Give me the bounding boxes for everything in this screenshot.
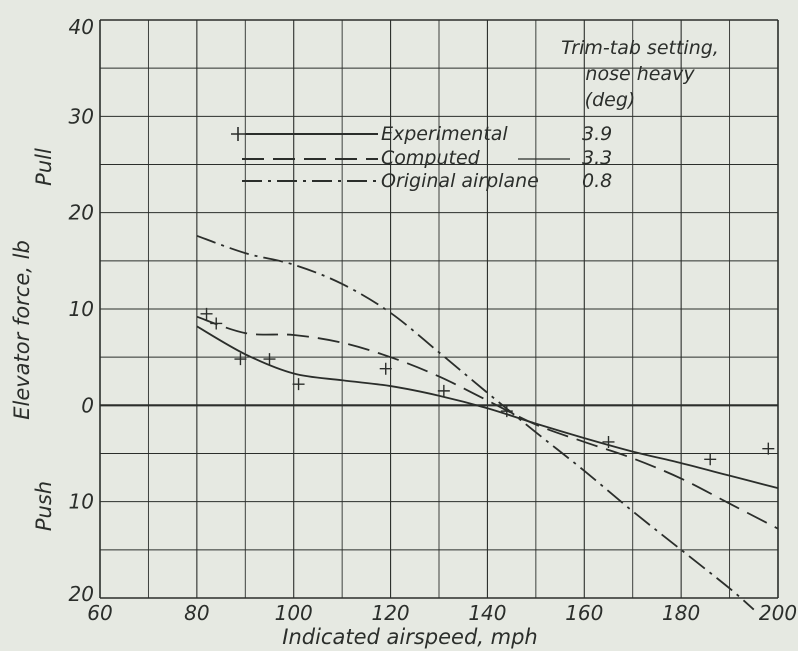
series-lines	[196, 234, 779, 611]
test-point	[762, 442, 775, 455]
legend-setting-computed: 3.3	[582, 147, 612, 169]
test-points	[200, 307, 775, 466]
legend-title-line-1: Trim-tab setting,	[561, 37, 719, 59]
y-tick-label: 10	[69, 490, 94, 514]
legend: Trim-tab setting, nose heavy (deg) Exper…	[231, 37, 719, 192]
legend-setting-experimental: 3.9	[582, 123, 612, 145]
y-tick-label: 20	[69, 201, 94, 225]
test-point	[437, 384, 450, 397]
x-tick-label: 160	[565, 601, 603, 625]
legend-label-computed: Computed	[381, 147, 481, 169]
y-axis-push-label: Push	[32, 481, 56, 531]
y-tick-label: 20	[69, 582, 94, 606]
x-axis-title: Indicated airspeed, mph	[282, 625, 537, 649]
x-tick-label: 100	[275, 601, 313, 625]
y-tick-label: 30	[69, 104, 94, 128]
series-line-experimental	[196, 325, 779, 490]
test-point	[200, 307, 213, 320]
x-tick-label: 200	[759, 601, 797, 625]
test-point	[500, 405, 513, 418]
legend-label-experimental: Experimental	[381, 123, 508, 145]
y-tick-label: 0	[81, 393, 94, 417]
legend-setting-original: 0.8	[582, 170, 612, 192]
x-tick-label: 140	[468, 601, 506, 625]
legend-title-line-3: (deg)	[585, 89, 636, 111]
y-tick-label: 40	[69, 15, 94, 39]
test-point	[602, 435, 615, 448]
x-tick-label: 80	[184, 601, 209, 625]
test-point	[704, 453, 717, 466]
test-point	[210, 317, 223, 330]
test-point	[234, 353, 247, 366]
grid	[99, 19, 779, 599]
x-tick-label: 60	[87, 601, 112, 625]
x-tick-label: 120	[371, 601, 409, 625]
y-axis-title: Elevator force, lb	[10, 240, 34, 420]
test-point	[292, 378, 305, 391]
y-axis-pull-label: Pull	[32, 148, 56, 186]
legend-marker-experimental	[231, 127, 245, 141]
test-point	[263, 353, 276, 366]
x-tick-label: 180	[662, 601, 700, 625]
legend-title-line-2: nose heavy	[585, 63, 695, 85]
legend-label-original: Original airplane	[381, 170, 539, 192]
y-tick-label: 10	[69, 297, 94, 321]
test-point	[379, 362, 392, 375]
series-line-computed	[196, 315, 779, 530]
